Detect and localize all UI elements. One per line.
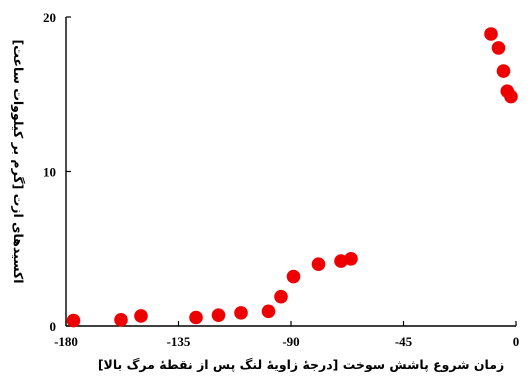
y-tick-label: 20 (43, 10, 56, 25)
data-points (66, 27, 518, 328)
x-tick-label: 0 (513, 334, 520, 349)
data-point (274, 289, 288, 304)
data-point (491, 41, 506, 55)
data-point (134, 309, 148, 323)
y-ticks: 0 10 20 (43, 10, 71, 334)
x-tick-label: -90 (282, 334, 299, 349)
data-point (211, 308, 226, 322)
data-point (261, 304, 276, 319)
y-axis-title: اکسیدهای ازت [گرم بر کیلووات ساعت] (10, 39, 26, 283)
data-point (114, 313, 128, 327)
data-point (286, 269, 301, 284)
x-tick-label: -45 (395, 334, 413, 349)
data-point (234, 306, 248, 320)
data-point (311, 257, 326, 272)
data-point (66, 313, 81, 328)
y-tick-label: 10 (43, 165, 56, 180)
x-axis-title: زمان شروع پاشش سوخت [درجهٔ زاویهٔ لنگ پس… (98, 356, 504, 372)
x-tick-label: -135 (167, 334, 191, 349)
y-tick-label: 0 (50, 319, 57, 334)
x-tick-label: -180 (54, 334, 78, 349)
x-ticks: -180 -135 -90 -45 0 (54, 321, 519, 349)
data-point (189, 310, 203, 325)
data-point (504, 89, 518, 104)
data-point (484, 27, 498, 41)
data-point (496, 64, 511, 78)
data-point (344, 251, 358, 266)
